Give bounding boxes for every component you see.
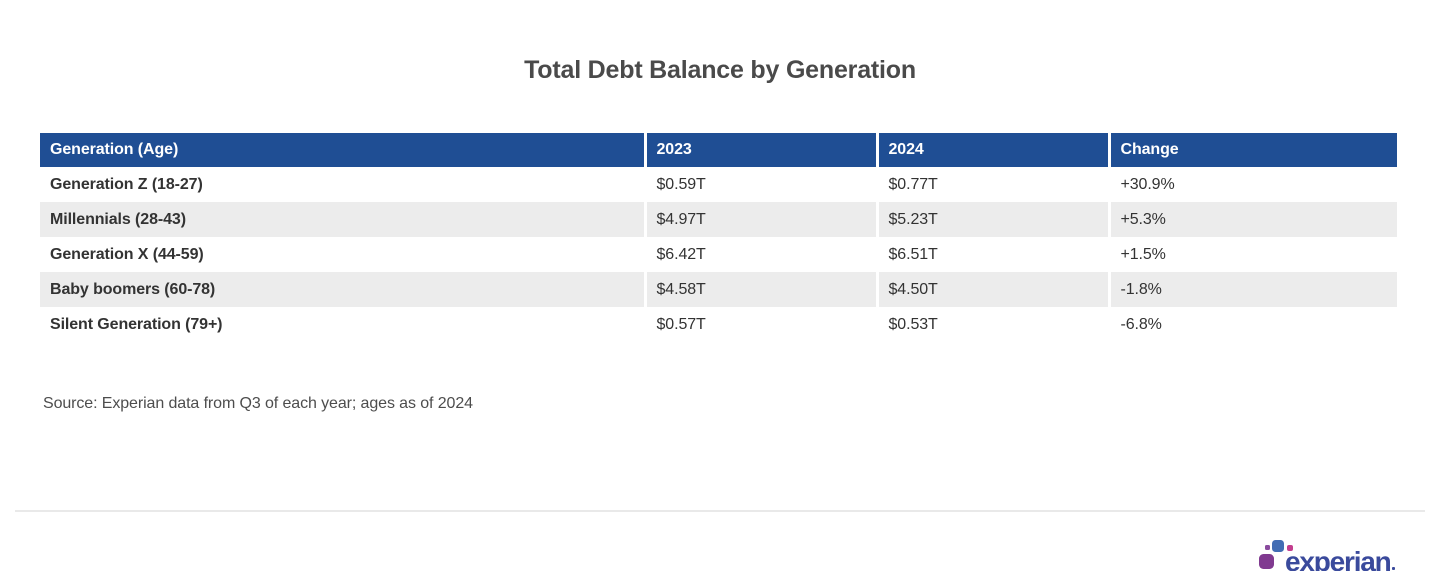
cell-2023-value: $0.59T	[643, 167, 877, 202]
cell-change-value: +1.5%	[1107, 237, 1397, 272]
column-header-2023: 2023	[643, 133, 877, 167]
cell-2023-value: $0.57T	[643, 307, 877, 342]
table-row: Generation Z (18-27) $0.59T $0.77T +30.9…	[40, 167, 1397, 202]
cell-2024-value: $6.51T	[875, 237, 1109, 272]
cell-generation: Generation X (44-59)	[50, 245, 204, 263]
logo-square-purple-icon	[1259, 554, 1274, 569]
table-row: Generation X (44-59) $6.42T $6.51T +1.5%	[40, 237, 1397, 272]
logo-square-blue-icon	[1272, 540, 1284, 552]
table-row: Millennials (28-43) $4.97T $5.23T +5.3%	[40, 202, 1397, 237]
cell-2023-value: $6.42T	[643, 237, 877, 272]
cell-2024-value: $0.77T	[875, 167, 1109, 202]
cell-2023-value: $4.58T	[643, 272, 877, 307]
page-title: Total Debt Balance by Generation	[524, 56, 916, 84]
trademark-icon	[1392, 567, 1395, 570]
cell-generation: Generation Z (18-27)	[50, 175, 203, 193]
column-header-generation: Generation (Age)	[40, 133, 645, 167]
logo-dot-magenta-top-icon	[1287, 545, 1293, 551]
cell-change-value: +30.9%	[1107, 167, 1397, 202]
table-header-row: Generation (Age) 2023 2024 Change	[40, 133, 1397, 167]
cell-2024-value: $0.53T	[875, 307, 1109, 342]
cell-2024-value: $4.50T	[875, 272, 1109, 307]
cell-generation: Millennials (28-43)	[50, 210, 186, 228]
footer-divider	[15, 510, 1425, 512]
cell-change-value: +5.3%	[1107, 202, 1397, 237]
source-note: Source: Experian data from Q3 of each ye…	[43, 395, 473, 412]
debt-balance-table: Generation (Age) 2023 2024 Change Genera…	[40, 133, 1397, 342]
column-header-change: Change	[1107, 133, 1397, 167]
experian-wordmark: experian	[1285, 546, 1392, 571]
cell-generation: Baby boomers (60-78)	[50, 280, 216, 298]
cell-change-value: -6.8%	[1107, 307, 1397, 342]
cell-change-value: -1.8%	[1107, 272, 1397, 307]
table-row: Silent Generation (79+) $0.57T $0.53T -6…	[40, 307, 1397, 342]
cell-generation: Silent Generation (79+)	[50, 315, 223, 333]
experian-logo: experian	[1256, 537, 1406, 571]
logo-dot-purple-top-icon	[1265, 545, 1270, 550]
cell-2023-value: $4.97T	[643, 202, 877, 237]
cell-2024-value: $5.23T	[875, 202, 1109, 237]
column-header-2024: 2024	[875, 133, 1109, 167]
table-row: Baby boomers (60-78) $4.58T $4.50T -1.8%	[40, 272, 1397, 307]
